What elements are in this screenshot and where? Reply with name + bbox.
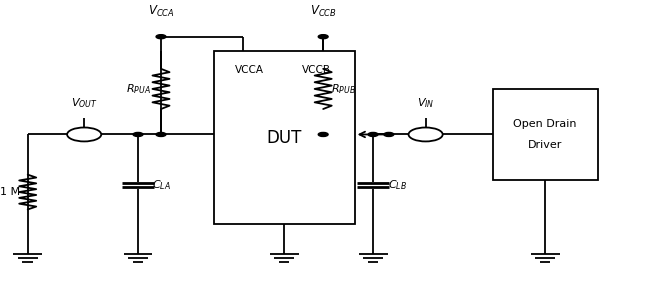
- Circle shape: [318, 133, 328, 137]
- Circle shape: [368, 133, 378, 137]
- Text: $R_{PUB}$: $R_{PUB}$: [331, 82, 356, 96]
- Circle shape: [318, 35, 328, 39]
- Circle shape: [384, 133, 394, 137]
- Text: $V_{CCA}$: $V_{CCA}$: [147, 4, 174, 19]
- Text: VCCB: VCCB: [302, 65, 331, 75]
- Circle shape: [156, 133, 166, 137]
- Text: $V_{CCB}$: $V_{CCB}$: [310, 4, 336, 19]
- Text: 1 M: 1 M: [0, 187, 20, 197]
- Text: VCCA: VCCA: [235, 65, 264, 75]
- Text: $V_{IN}$: $V_{IN}$: [417, 97, 434, 110]
- Text: Driver: Driver: [528, 140, 562, 150]
- Text: $C_{LA}$: $C_{LA}$: [153, 178, 172, 192]
- Text: $R_{PUA}$: $R_{PUA}$: [125, 82, 151, 96]
- Bar: [214, 51, 354, 224]
- Text: Open Drain: Open Drain: [513, 119, 577, 129]
- Text: $C_{LB}$: $C_{LB}$: [387, 178, 407, 192]
- Text: DUT: DUT: [267, 129, 302, 147]
- Bar: [492, 89, 598, 180]
- Text: $V_{OUT}$: $V_{OUT}$: [71, 97, 98, 110]
- Circle shape: [156, 35, 166, 39]
- Circle shape: [133, 133, 143, 137]
